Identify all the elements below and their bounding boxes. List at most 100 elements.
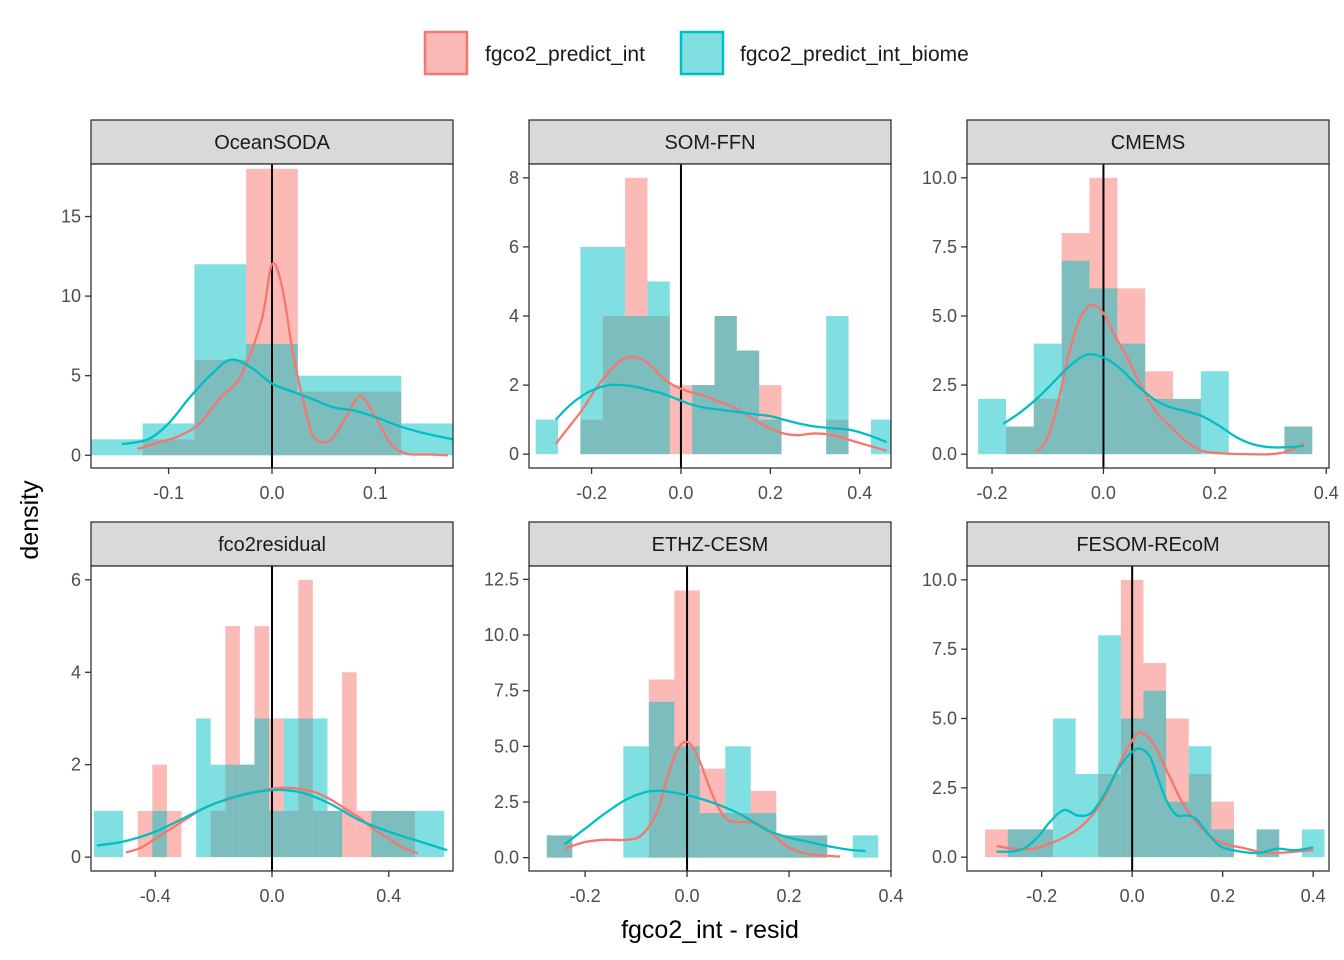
histogram-bar-series-2 <box>1173 399 1201 454</box>
histogram-bar-series-2 <box>152 811 167 857</box>
x-tick-label: -0.4 <box>140 886 171 906</box>
histogram-bar-series-2 <box>737 351 759 455</box>
panel-ethz-cesm: ETHZ-CESM0.02.55.07.510.012.5-0.2 0.0 0.2 0… <box>484 522 904 906</box>
y-tick-label: 2 <box>71 755 81 775</box>
y-tick-label: 4 <box>509 306 519 326</box>
histogram-bar-series-2 <box>536 420 558 455</box>
histogram-bar-series-2 <box>254 719 269 858</box>
x-tick-label: -0.2 <box>977 483 1008 503</box>
x-tick-label: 0.4 <box>878 886 903 906</box>
facet-strip-label: FESOM-REcoM <box>1076 534 1219 556</box>
histogram-bar-series-2 <box>725 746 750 857</box>
histogram-bar-series-2 <box>647 281 669 454</box>
x-tick-label: 0.4 <box>1301 886 1326 906</box>
y-tick-label: 0.0 <box>932 444 957 464</box>
x-tick-label: 0.0 <box>1120 886 1145 906</box>
y-tick-label: 7.5 <box>932 639 957 659</box>
y-tick-label: 10.0 <box>922 168 957 188</box>
y-tick-label: 2.5 <box>932 375 957 395</box>
legend-swatch-series-1 <box>425 32 467 74</box>
histogram-bar-series-2 <box>1098 635 1121 857</box>
y-tick-label: 5 <box>71 366 81 386</box>
histogram-bar-series-2 <box>580 247 602 454</box>
y-tick-label: 0.0 <box>932 847 957 867</box>
facet-strip-label: OceanSODA <box>214 132 330 154</box>
x-tick-label: 0.4 <box>1314 483 1339 503</box>
histogram-bar-series-2 <box>196 719 211 858</box>
histogram-bar-series-2 <box>430 811 445 857</box>
histogram-bar-series-2 <box>623 746 648 857</box>
histogram-bar-series-1 <box>985 829 1008 857</box>
panel-fesom-recom: FESOM-REcoM 0.0 2.5 5.0 7.5 10.0 -0.2 0.0 0.2 0.4 <box>922 522 1329 906</box>
histogram-bar-series-2 <box>1143 691 1166 857</box>
histogram-bar-series-2 <box>371 811 386 857</box>
y-axis-title: density <box>16 480 44 560</box>
histogram-bar-series-2 <box>109 811 124 857</box>
x-axis-title: fgco2_int - resid <box>621 916 799 944</box>
x-tick-label: -0.2 <box>570 886 601 906</box>
legend-label-series-1: fgco2_predict_int <box>485 43 645 66</box>
x-tick-label: 0.2 <box>777 886 802 906</box>
y-tick-label: 7.5 <box>494 681 519 701</box>
histogram-bar-series-2 <box>240 765 255 857</box>
y-tick-label: 2.5 <box>494 792 519 812</box>
panel-oceansoda: OceanSODA051015-0.1 0.0 0.1 <box>61 120 453 503</box>
x-tick-label: 0.0 <box>675 886 700 906</box>
y-tick-label: 5.0 <box>932 306 957 326</box>
y-tick-label: 0 <box>509 444 519 464</box>
facet-strip-label: ETHZ-CESM <box>652 534 769 556</box>
x-tick-label: 0.0 <box>259 886 284 906</box>
x-tick-label: 0.4 <box>847 483 872 503</box>
y-tick-label: 4 <box>71 662 81 682</box>
histogram-bar-series-2 <box>700 813 725 858</box>
y-tick-label: 12.5 <box>484 569 519 589</box>
histogram-bar-series-2 <box>1166 802 1189 857</box>
panel-fco2residual: fco2residual 0 2 4 6 -0.4 0.0 0.4 <box>71 522 453 906</box>
y-tick-label: 0 <box>71 445 81 465</box>
histogram-bar-series-2 <box>211 765 226 857</box>
y-tick-label: 10.0 <box>922 570 957 590</box>
x-tick-label: 0.0 <box>1091 483 1116 503</box>
y-tick-label: 8 <box>509 168 519 188</box>
facet-strip-label: CMEMS <box>1111 132 1185 154</box>
histogram-bar-series-2 <box>1006 427 1034 455</box>
y-tick-label: 5.0 <box>932 709 957 729</box>
y-tick-label: 6 <box>71 570 81 590</box>
facet-strip-label: SOM-FFN <box>664 132 755 154</box>
histogram-bar-series-2 <box>298 719 313 858</box>
histogram-bar-series-2 <box>1008 829 1031 857</box>
histogram-bar-series-2 <box>714 316 736 454</box>
histogram-bar-series-2 <box>1062 261 1090 454</box>
histogram-bar-series-2 <box>649 702 674 858</box>
x-tick-label: -0.2 <box>576 483 607 503</box>
histogram-bar-series-1 <box>342 672 357 857</box>
y-tick-label: 10 <box>61 286 81 306</box>
x-tick-label: 0.4 <box>376 886 401 906</box>
faceted-histogram-figure: fgco2_predict_int fgco2_predict_int_biom… <box>0 0 1344 960</box>
histogram-bar-series-2 <box>415 811 430 857</box>
histogram-bar-series-2 <box>313 719 328 858</box>
legend-swatch-series-2 <box>681 32 723 74</box>
y-tick-label: 2 <box>509 375 519 395</box>
y-tick-label: 5.0 <box>494 736 519 756</box>
histogram-bar-series-2 <box>603 247 625 454</box>
y-tick-label: 15 <box>61 207 81 227</box>
histogram-bar-series-2 <box>327 811 342 857</box>
facet-panels: OceanSODA 0 5 10 15 -0.1 0.0 0.1 SOM-FFN 0 2 4 6 8 -0.… <box>61 120 1339 906</box>
histogram-bar-series-1 <box>167 811 182 857</box>
y-tick-label: 0.0 <box>494 848 519 868</box>
histogram-bar-series-2 <box>978 399 1006 454</box>
histogram-bar-series-2 <box>853 835 878 857</box>
legend-label-series-2: fgco2_predict_int_biome <box>740 43 969 66</box>
x-tick-label: 0.2 <box>758 483 783 503</box>
histogram-bar-series-2 <box>225 765 240 857</box>
histogram-bar-series-2 <box>94 811 109 857</box>
panel-cmems: CMEMS 0.0 2.5 5.0 7.5 10.0 -0.2 0.0 0.2 0.4 <box>922 120 1339 503</box>
x-tick-label: 0.2 <box>1210 886 1235 906</box>
histogram-bar-series-2 <box>1201 371 1229 454</box>
x-tick-label: -0.1 <box>153 483 184 503</box>
y-tick-label: 0 <box>71 847 81 867</box>
x-tick-label: -0.2 <box>1026 886 1057 906</box>
panel-som-ffn: SOM-FFN 0 2 4 6 8 -0.2 0.0 0.2 0.4 <box>509 120 893 503</box>
y-tick-label: 2.5 <box>932 778 957 798</box>
